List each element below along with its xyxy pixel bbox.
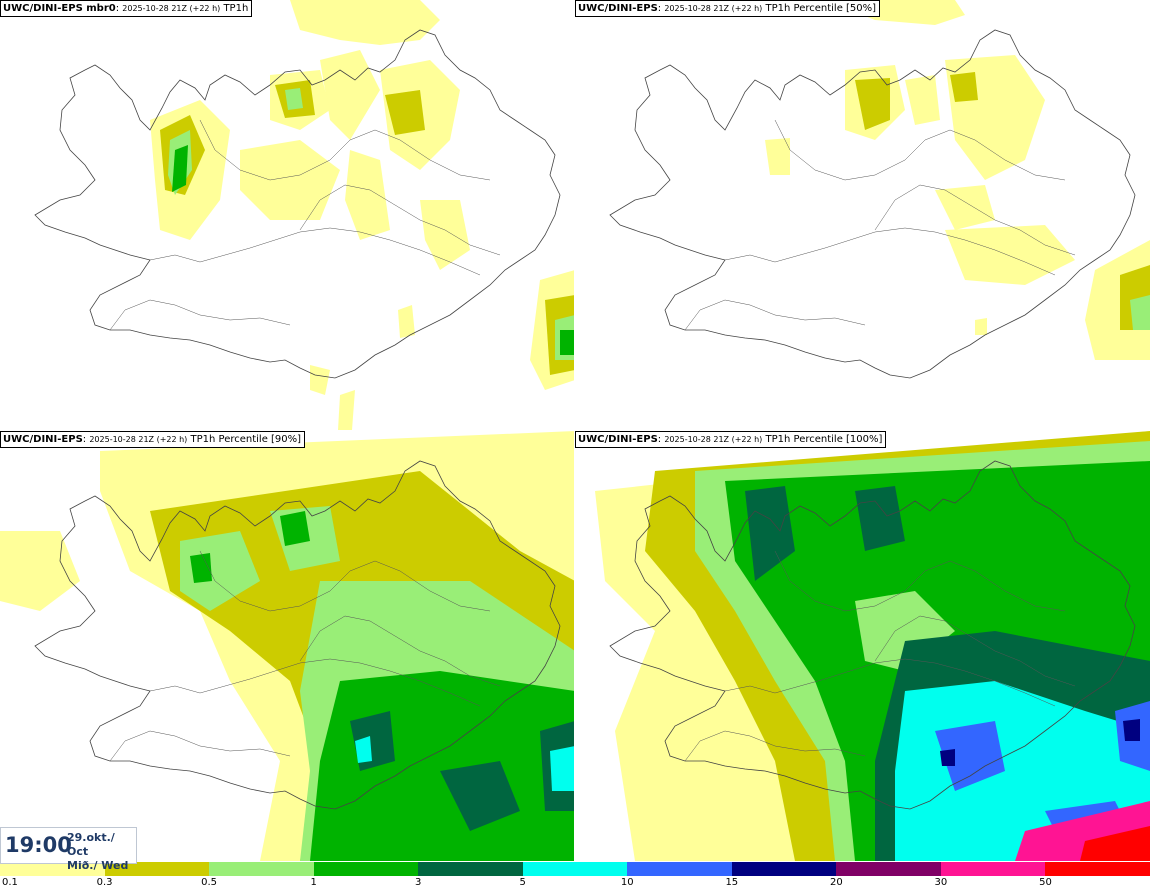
panel-title-member0: UWC/DINI-EPS mbr0: 2025-10-28 21Z (+22 h… <box>0 0 253 17</box>
field-label: TP1h Percentile [100%] <box>765 434 883 445</box>
legend-swatch <box>209 862 315 876</box>
valid-time: 19:00 <box>5 833 72 857</box>
legend-label: 10 <box>620 877 634 888</box>
map-panel-member0: UWC/DINI-EPS mbr0: 2025-10-28 21Z (+22 h… <box>0 0 575 430</box>
model-label: UWC/DINI-EPS <box>3 434 83 445</box>
color-legend-labels: 0.1 0.3 0.5 1 3 5 10 15 20 30 50 <box>0 876 1150 891</box>
map-panel-p100: UWC/DINI-EPS: 2025-10-28 21Z (+22 h) TP1… <box>575 431 1150 861</box>
field-label: TP1h <box>223 3 249 14</box>
precip-map-member0 <box>34 0 575 430</box>
run-label: 2025-10-28 21Z (+22 h) <box>664 435 763 444</box>
legend-swatch <box>522 862 628 876</box>
panel-divider-horizontal <box>0 430 1150 431</box>
panel-title-p100: UWC/DINI-EPS: 2025-10-28 21Z (+22 h) TP1… <box>575 431 887 448</box>
field-label: TP1h Percentile [50%] <box>765 3 877 14</box>
model-label: UWC/DINI-EPS <box>578 3 658 14</box>
legend-label: 5 <box>519 877 526 888</box>
map-panel-p50: UWC/DINI-EPS: 2025-10-28 21Z (+22 h) TP1… <box>575 0 1150 430</box>
legend-swatch <box>836 862 942 876</box>
legend-label: 20 <box>829 877 843 888</box>
valid-date: 29.okt./ Oct Mið./ Wed <box>67 831 136 873</box>
legend-label: 15 <box>725 877 739 888</box>
legend-swatch <box>940 862 1046 876</box>
panel-title-p90: UWC/DINI-EPS: 2025-10-28 21Z (+22 h) TP1… <box>0 431 306 448</box>
valid-date-line1: 29.okt./ Oct <box>67 831 115 858</box>
run-label: 2025-10-28 21Z (+22 h) <box>122 4 221 13</box>
legend-label: 3 <box>414 877 422 888</box>
legend-swatch <box>313 862 419 876</box>
legend-label: 30 <box>934 877 948 888</box>
legend-swatch <box>627 862 733 876</box>
legend-label: 0.1 <box>2 877 18 888</box>
model-label: UWC/DINI-EPS <box>578 434 658 445</box>
panel-title-p50: UWC/DINI-EPS: 2025-10-28 21Z (+22 h) TP1… <box>575 0 881 17</box>
valid-date-line2: Mið./ Wed <box>67 859 129 872</box>
legend-label: 0.5 <box>201 877 218 888</box>
legend-swatch <box>418 862 524 876</box>
precip-map-p90 <box>0 431 575 861</box>
precip-map-p100 <box>595 431 1150 861</box>
legend-swatch <box>0 862 106 876</box>
model-label: UWC/DINI-EPS mbr0 <box>3 3 116 14</box>
valid-time-box: 19:00 29.okt./ Oct Mið./ Wed <box>0 827 137 872</box>
legend-swatch <box>731 862 837 876</box>
legend-swatch <box>1045 862 1150 876</box>
panel-divider-vertical <box>574 0 575 862</box>
map-panel-p90: UWC/DINI-EPS: 2025-10-28 21Z (+22 h) TP1… <box>0 431 575 861</box>
legend-label: 0.3 <box>96 877 113 888</box>
legend-swatch <box>104 862 210 876</box>
field-label: TP1h Percentile [90%] <box>190 434 302 445</box>
legend-label: 1 <box>310 877 317 888</box>
precip-map-p50 <box>609 0 1150 379</box>
run-label: 2025-10-28 21Z (+22 h) <box>664 4 763 13</box>
run-label: 2025-10-28 21Z (+22 h) <box>89 435 188 444</box>
legend-label: 50 <box>1039 877 1052 888</box>
color-legend <box>0 862 1150 876</box>
